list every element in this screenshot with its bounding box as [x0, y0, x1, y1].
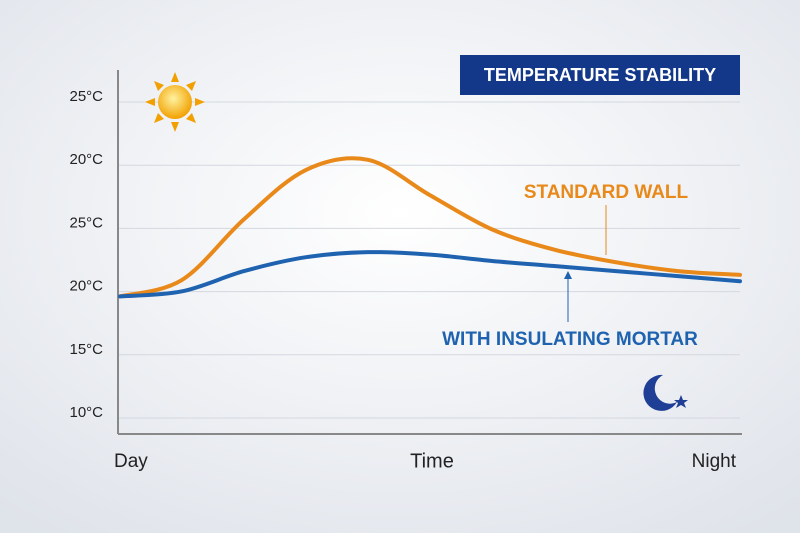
y-tick-label: 15°C [69, 341, 103, 358]
moon-icon [643, 374, 688, 411]
series-label: WITH INSULATING MORTAR [442, 329, 698, 350]
chart-title: TEMPERATURE STABILITY [484, 65, 716, 85]
title-box [460, 55, 740, 95]
y-tick-label: 20°C [69, 151, 103, 168]
series-line [118, 250, 742, 299]
y-tick-label: 25°C [69, 214, 103, 231]
grid [118, 101, 740, 419]
pointer-arrow [564, 271, 572, 279]
x-tick-label: Day [114, 451, 148, 472]
y-tick-label: 20°C [69, 278, 103, 295]
series-line [118, 156, 742, 299]
y-tick-label: 25°C [69, 88, 103, 105]
y-tick-label: 10°C [69, 404, 103, 421]
x-axis-label: Time [410, 450, 454, 472]
sun-icon [145, 72, 205, 132]
x-tick-label: Night [692, 451, 737, 472]
series-label: STANDARD WALL [524, 182, 689, 203]
